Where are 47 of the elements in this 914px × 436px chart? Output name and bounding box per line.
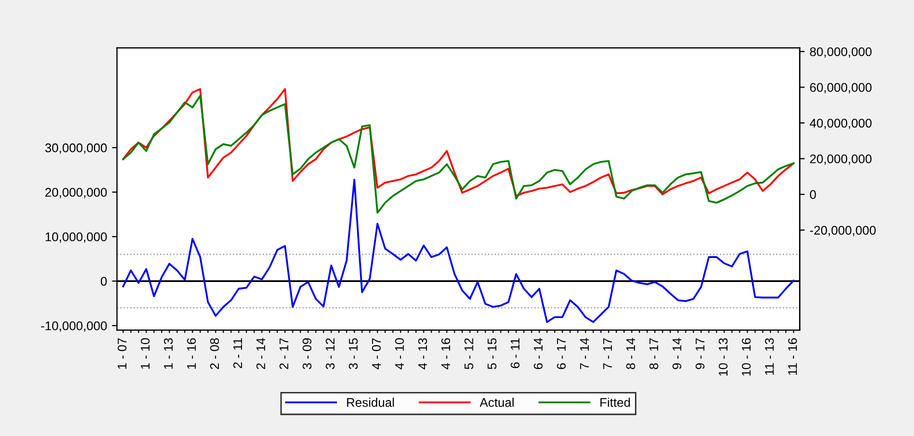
x-tick-label: 9 - 14 <box>672 338 682 370</box>
x-tick-label: 6 - 14 <box>534 338 543 370</box>
x-tick-label: 2 - 14 <box>256 338 266 370</box>
x-tick-label: 4 - 13 <box>418 338 428 370</box>
x-tick-label: 8 - 14 <box>626 338 636 370</box>
x-tick-label: 3 - 12 <box>326 338 335 370</box>
y2-tick-label: 0 <box>810 190 816 200</box>
x-tick-label: 10 - 16 <box>742 338 751 376</box>
line-series <box>122 178 794 323</box>
y-tick-label: 20,000,000 <box>45 188 107 198</box>
legend-label: Residual <box>347 398 394 407</box>
x-tick-label: 1 - 13 <box>164 338 173 369</box>
x-tick-label: 7 - 17 <box>603 338 612 370</box>
x-tick-label: 7 - 14 <box>580 338 589 370</box>
y2-tick-label: -20,000,000 <box>810 226 876 236</box>
y2-tick-label: 60,000,000 <box>810 83 872 94</box>
y2-tick-label: 40,000,000 <box>810 118 872 130</box>
legend-label: Fitted <box>600 398 630 407</box>
x-tick-label: 6 - 17 <box>556 338 566 370</box>
x-tick-label: 1 - 16 <box>187 338 196 369</box>
x-tick-label: 2 - 17 <box>279 338 288 370</box>
y-tick-label: -10,000,000 <box>41 321 107 332</box>
y-tick-label: 0 <box>100 276 107 286</box>
x-tick-label: 4 - 07 <box>372 338 381 370</box>
y-tick-label: 30,000,000 <box>45 143 107 154</box>
line-series <box>122 88 794 197</box>
x-tick-label: 11 - 13 <box>764 338 774 375</box>
x-tick-label: 4 - 10 <box>395 338 404 370</box>
x-tick-label: 3 - 15 <box>348 338 358 370</box>
y-tick-label: 10,000,000 <box>46 232 107 243</box>
y2-tick-label: 80,000,000 <box>810 47 872 58</box>
x-tick-label: 1 - 10 <box>140 338 150 369</box>
x-tick-label: 5 - 15 <box>488 338 496 370</box>
x-tick-label: 9 - 17 <box>696 338 704 370</box>
legend-label: Actual <box>480 398 514 407</box>
x-tick-label: 11 - 16 <box>788 338 797 375</box>
x-tick-label: 8 - 17 <box>649 338 658 370</box>
x-tick-label: 4 - 16 <box>441 338 450 370</box>
x-tick-label: 5 - 12 <box>464 338 474 370</box>
x-tick-label: 2 - 08 <box>210 338 219 370</box>
x-tick-label: 3 - 09 <box>302 338 312 370</box>
x-tick-label: 10 - 13 <box>718 338 728 376</box>
x-tick-label: 1 - 07 <box>118 338 127 369</box>
x-tick-label: 2 - 11 <box>233 338 242 368</box>
y2-tick-label: 20,000,000 <box>810 154 872 165</box>
line-series <box>122 94 794 214</box>
x-tick-label: 6 - 11 <box>510 338 520 368</box>
